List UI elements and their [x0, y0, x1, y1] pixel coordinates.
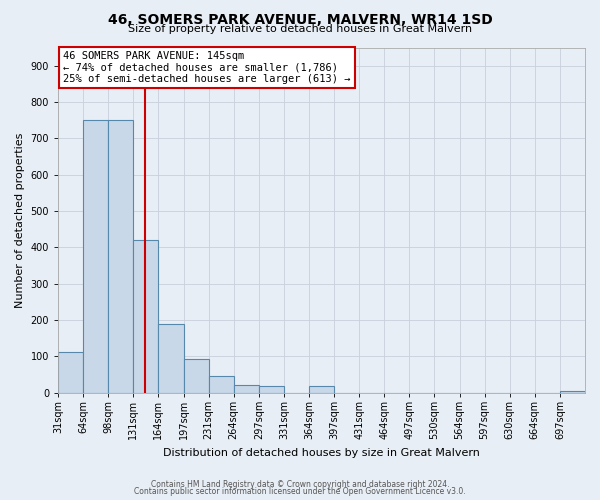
Bar [560, 391, 585, 393]
Y-axis label: Number of detached properties: Number of detached properties [15, 132, 25, 308]
Bar [309, 386, 334, 393]
Text: 46 SOMERS PARK AVENUE: 145sqm
← 74% of detached houses are smaller (1,786)
25% o: 46 SOMERS PARK AVENUE: 145sqm ← 74% of d… [64, 51, 351, 84]
Bar [133, 240, 158, 393]
Bar [259, 386, 284, 393]
Bar [234, 385, 259, 393]
Bar [158, 324, 184, 393]
Bar [108, 120, 133, 393]
X-axis label: Distribution of detached houses by size in Great Malvern: Distribution of detached houses by size … [163, 448, 480, 458]
Text: Contains public sector information licensed under the Open Government Licence v3: Contains public sector information licen… [134, 488, 466, 496]
Bar [58, 352, 83, 393]
Text: Contains HM Land Registry data © Crown copyright and database right 2024.: Contains HM Land Registry data © Crown c… [151, 480, 449, 489]
Bar [184, 359, 209, 393]
Text: 46, SOMERS PARK AVENUE, MALVERN, WR14 1SD: 46, SOMERS PARK AVENUE, MALVERN, WR14 1S… [107, 12, 493, 26]
Bar [209, 376, 234, 393]
Text: Size of property relative to detached houses in Great Malvern: Size of property relative to detached ho… [128, 24, 472, 34]
Bar [83, 120, 108, 393]
